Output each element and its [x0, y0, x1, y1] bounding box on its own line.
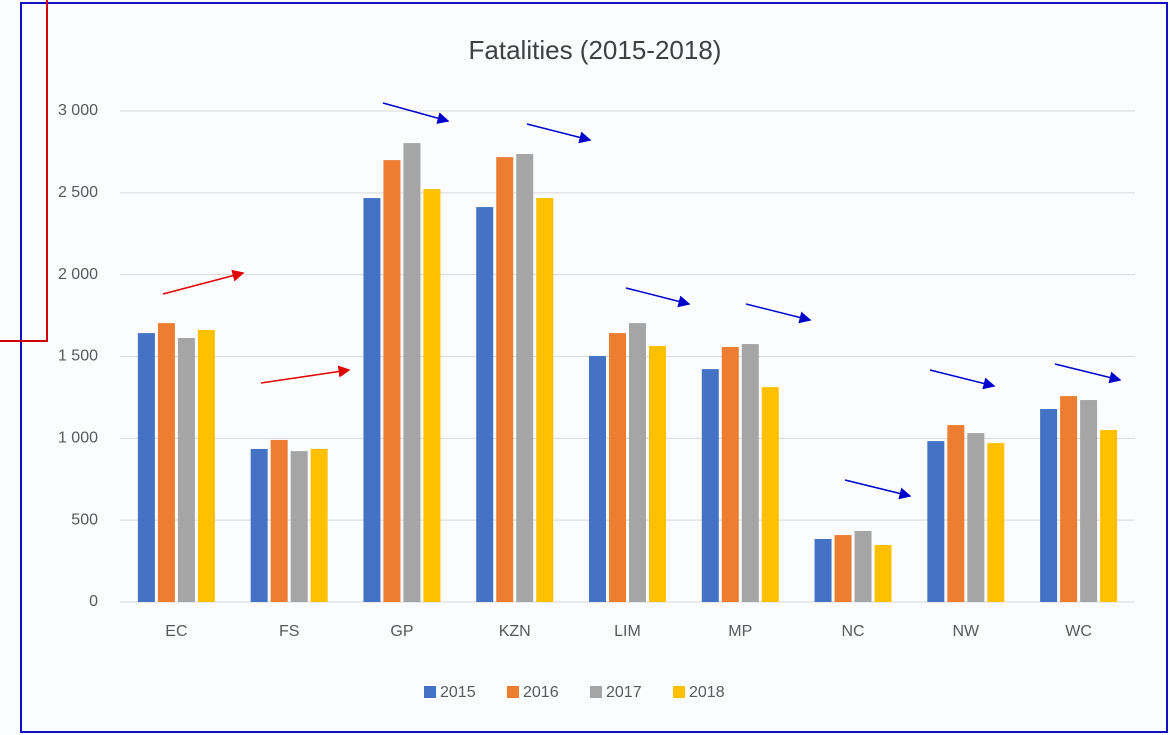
arrow: [745, 303, 812, 324]
bar: [137, 333, 155, 602]
legend-swatch: [424, 686, 436, 698]
bar: [589, 356, 606, 602]
x-tick-label: GP: [390, 623, 413, 640]
bar: [987, 443, 1005, 602]
x-tick-label: EC: [165, 623, 187, 640]
red-frame: [0, 0, 48, 342]
arrow: [844, 479, 912, 500]
x-tick-label: WC: [1065, 623, 1092, 640]
bar: [177, 338, 195, 602]
arrow: [260, 365, 351, 384]
plot-area: 0 500 1 000 1 500 2 000 2 500 3 000 EC FS GP KZN LI…: [58, 102, 1135, 701]
bar: [1060, 396, 1078, 602]
legend-label: 2018: [689, 684, 725, 701]
arrow: [929, 369, 996, 390]
bar: [927, 441, 945, 602]
x-tick-label: FS: [279, 623, 299, 640]
bar: [157, 323, 175, 602]
bar: [536, 198, 554, 602]
bar: [270, 439, 288, 602]
bar: [310, 448, 328, 602]
bar: [741, 344, 759, 602]
legend-swatch: [590, 686, 602, 698]
arrow: [526, 123, 592, 144]
bar: [649, 346, 666, 602]
bar: [1080, 400, 1098, 602]
arrow: [382, 102, 450, 124]
y-tick-label: 0: [89, 593, 98, 610]
arrow: [1054, 363, 1122, 384]
bar: [496, 157, 514, 603]
legend-label: 2016: [523, 684, 559, 701]
bar: [1100, 429, 1118, 602]
bar: [476, 207, 494, 602]
bar: [761, 387, 779, 602]
y-tick-label: 500: [71, 511, 98, 528]
bar: [1040, 409, 1058, 602]
y-tick-label: 1 500: [58, 348, 98, 365]
bar: [290, 451, 308, 602]
arrow: [625, 287, 691, 308]
bar: [423, 189, 441, 602]
legend-swatch: [507, 686, 519, 698]
bar: [403, 143, 421, 602]
bar: [629, 323, 646, 602]
y-tick-label: 1 000: [58, 430, 98, 447]
x-tick-label: LIM: [614, 623, 641, 640]
bar: [701, 369, 719, 602]
y-tick-label: 2 500: [58, 184, 98, 201]
arrow: [162, 269, 245, 295]
bar: [609, 333, 626, 602]
bar: [874, 545, 892, 602]
bar: [947, 425, 965, 602]
bar: [363, 198, 381, 602]
legend-label: 2017: [606, 684, 642, 701]
x-tick-label: MP: [728, 623, 752, 640]
blue-frame: [20, 2, 1168, 733]
x-tick-label: KZN: [499, 623, 531, 640]
bar: [197, 329, 215, 602]
bar: [721, 347, 739, 602]
y-tick-label: 2 000: [58, 266, 98, 283]
x-tick-label: NC: [842, 623, 865, 640]
bar: [834, 535, 852, 602]
legend-label: 2015: [440, 684, 476, 701]
chart-title: Fatalities (2015-2018): [469, 35, 722, 65]
y-tick-label: 3 000: [58, 102, 98, 119]
bar: [516, 154, 534, 603]
bar: [383, 160, 401, 602]
annotation-arrows: [162, 102, 1122, 500]
bar: [250, 448, 268, 602]
bar: [854, 530, 872, 602]
bar: [814, 538, 832, 602]
legend-swatch: [673, 686, 685, 698]
bar: [967, 433, 985, 602]
x-tick-label: NW: [953, 623, 981, 640]
